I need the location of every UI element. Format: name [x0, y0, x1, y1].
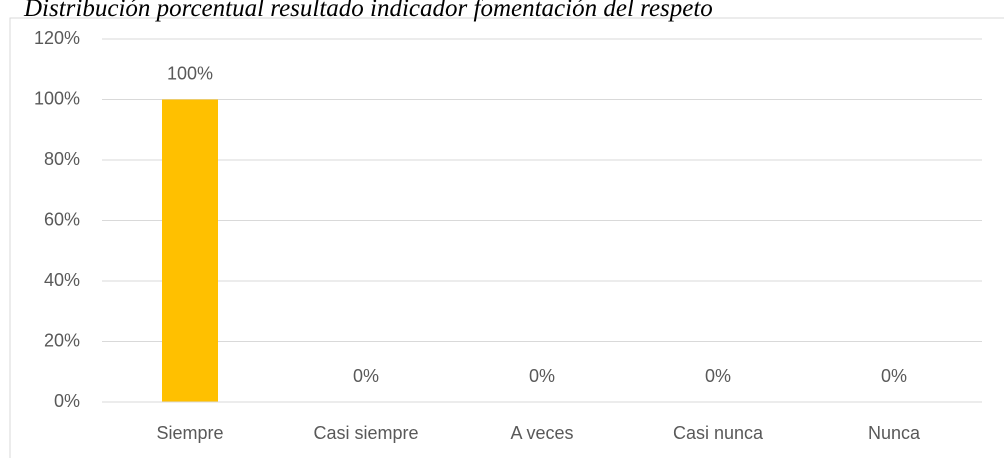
y-tick-label: 60%	[44, 209, 80, 229]
x-tick-label: Casi nunca	[673, 423, 764, 443]
x-tick-label: A veces	[510, 423, 573, 443]
y-tick-label: 100%	[34, 88, 80, 108]
data-label: 0%	[529, 366, 555, 386]
x-tick-label: Nunca	[868, 423, 921, 443]
y-tick-label: 80%	[44, 149, 80, 169]
y-tick-label: 0%	[54, 391, 80, 411]
chart-border	[9, 17, 1004, 458]
data-label: 100%	[167, 63, 213, 83]
data-label: 0%	[705, 366, 731, 386]
x-tick-label: Siempre	[156, 423, 223, 443]
bar	[162, 99, 218, 402]
y-tick-label: 20%	[44, 330, 80, 350]
x-tick-label: Casi siempre	[313, 423, 418, 443]
y-tick-label: 40%	[44, 270, 80, 290]
data-label: 0%	[353, 366, 379, 386]
data-label: 0%	[881, 366, 907, 386]
chart-title: Distribución porcentual resultado indica…	[23, 0, 713, 22]
y-tick-label: 120%	[34, 28, 80, 48]
